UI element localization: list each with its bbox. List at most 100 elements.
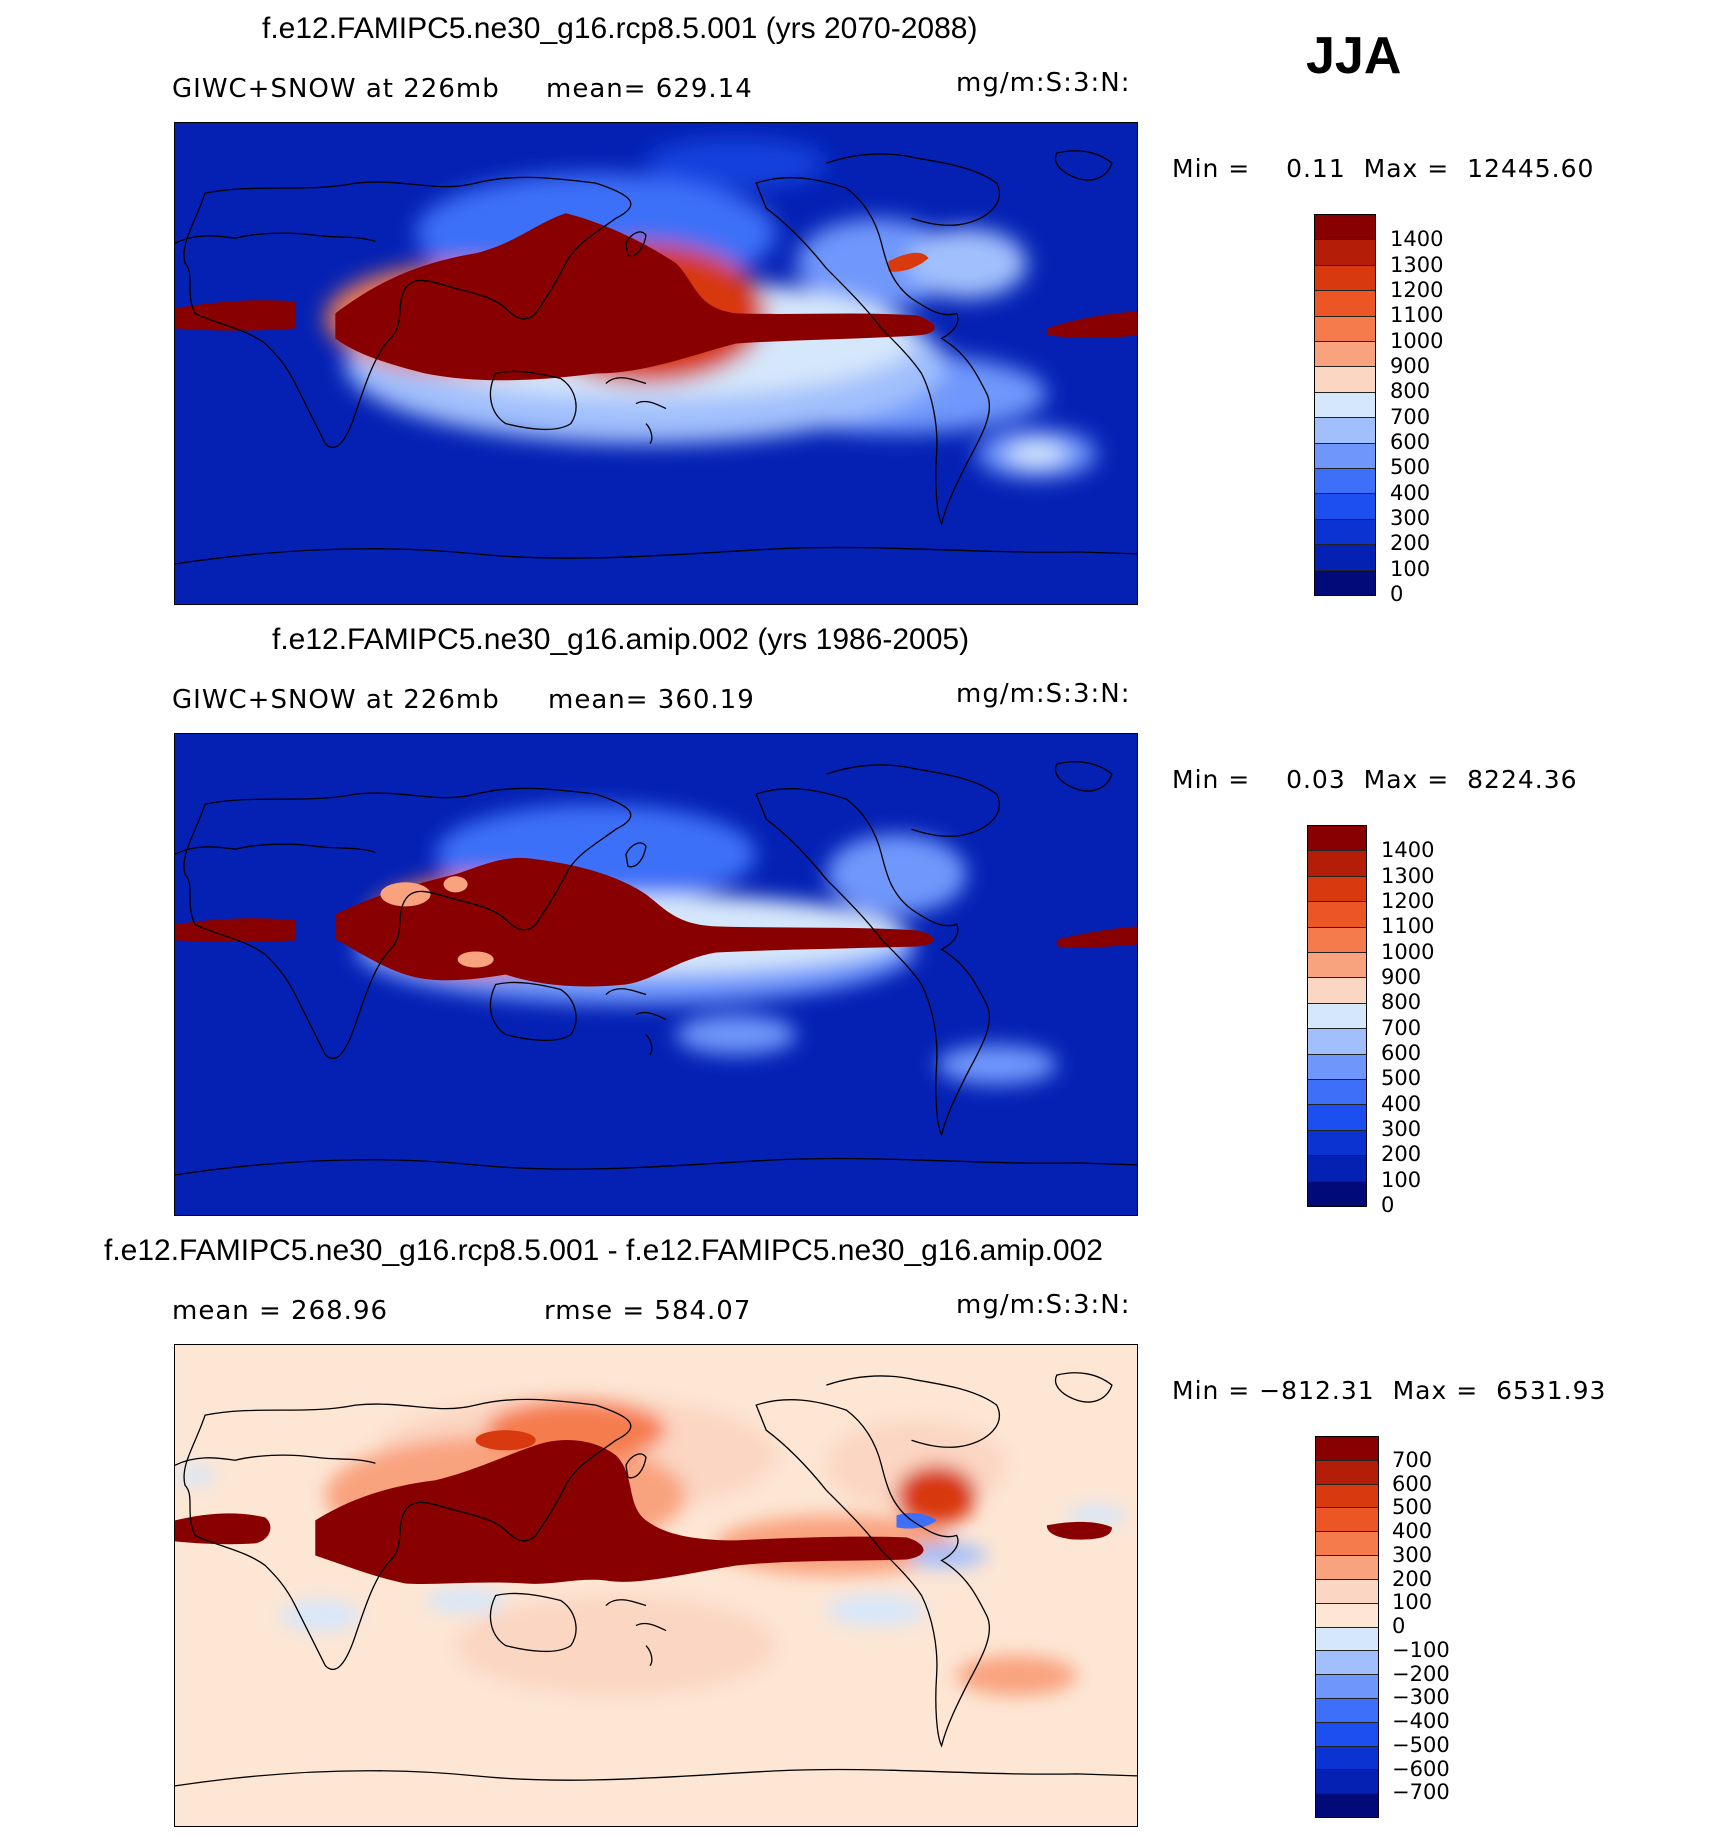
colorbar-swatch xyxy=(1316,1556,1378,1580)
max-label: Max = xyxy=(1392,1376,1479,1405)
colorbar-tick-label: −300 xyxy=(1392,1685,1450,1710)
panel-title: f.e12.FAMIPC5.ne30_g16.amip.002 (yrs 198… xyxy=(272,623,970,656)
colorbar-swatch xyxy=(1308,1080,1366,1106)
min-value: 0.03 xyxy=(1286,765,1346,794)
season-label: JJA xyxy=(1306,27,1402,85)
colorbar-tick-label: 700 xyxy=(1381,1015,1422,1040)
colorbar-tick-label: 100 xyxy=(1390,556,1431,581)
colorbar-swatch xyxy=(1315,469,1375,495)
max-label: Max = xyxy=(1363,765,1450,794)
colorbar-swatch xyxy=(1308,1003,1366,1030)
colorbar-tick-label: 1100 xyxy=(1390,303,1444,328)
colorbar-tick-label: 0 xyxy=(1392,1614,1406,1638)
map-plot xyxy=(174,1344,1138,1827)
colorbar-ticks: 1400 1300 1200 1100 1000 900 800 700 600 500 400 30… xyxy=(1381,825,1461,1217)
colorbar-swatch xyxy=(1308,1181,1366,1207)
colorbar-tick-label: 1400 xyxy=(1390,227,1444,252)
min-max-readout: Min = 0.11 Max = 12445.60 xyxy=(1172,154,1594,183)
colorbar-tick-label: 300 xyxy=(1390,506,1431,530)
colorbar-swatch xyxy=(1315,494,1375,520)
colorbar-tick-label: 0 xyxy=(1381,1193,1395,1217)
colorbar-tick-label: 700 xyxy=(1390,404,1431,429)
min-max-readout: Min = 0.03 Max = 8224.36 xyxy=(1172,765,1578,794)
colorbar-swatch xyxy=(1308,1054,1366,1081)
min-label: Min = xyxy=(1172,154,1251,183)
mean-label: mean= 360.19 xyxy=(548,685,755,715)
colorbar-tick-label: −600 xyxy=(1392,1756,1450,1781)
colorbar-swatch xyxy=(1316,1746,1378,1771)
colorbar-swatch xyxy=(1316,1770,1378,1795)
colorbar-swatch xyxy=(1316,1579,1378,1604)
colorbar-tick-label: 500 xyxy=(1392,1495,1433,1520)
colorbar-swatch xyxy=(1308,978,1366,1004)
colorbar-swatch xyxy=(1315,418,1375,444)
colorbar-swatch xyxy=(1316,1722,1378,1747)
colorbar-tick-label: −200 xyxy=(1392,1661,1450,1686)
colorbar-swatch xyxy=(1316,1603,1378,1628)
colorbar-swatch xyxy=(1308,1156,1366,1182)
colorbar-tick-label: 1100 xyxy=(1381,914,1435,939)
colorbar-swatch xyxy=(1316,1698,1378,1723)
units-label: mg/m:S:3:N: xyxy=(956,679,1131,709)
contour-map xyxy=(175,1345,1137,1826)
colorbar-tick-label: 500 xyxy=(1390,455,1431,480)
colorbar-tick-label: 100 xyxy=(1392,1590,1433,1615)
colorbar-tick-label: 300 xyxy=(1381,1117,1422,1141)
colorbar-swatch xyxy=(1316,1532,1378,1557)
max-label: Max = xyxy=(1363,154,1450,183)
colorbar-swatch xyxy=(1315,545,1375,571)
colorbar-swatch xyxy=(1315,240,1375,266)
colorbar-tick-label: 1400 xyxy=(1381,838,1435,863)
contour-map xyxy=(175,734,1137,1215)
colorbar-tick-label: 200 xyxy=(1390,531,1431,556)
rmse-label: rmse = 584.07 xyxy=(544,1296,752,1326)
colorbar-tick-label: 700 xyxy=(1392,1447,1433,1472)
colorbar-tick-label: 1000 xyxy=(1390,328,1444,353)
colorbar-swatch xyxy=(1316,1437,1378,1461)
colorbar-swatch xyxy=(1308,1105,1366,1131)
panel-title: f.e12.FAMIPC5.ne30_g16.rcp8.5.001 (yrs 2… xyxy=(262,12,978,45)
colorbar-tick-label: 600 xyxy=(1392,1471,1433,1496)
variable-label: GIWC+SNOW at 226mb xyxy=(172,685,500,715)
map-plot xyxy=(174,733,1138,1216)
colorbar-ticks: 1400 1300 1200 1100 1000 900 800 700 600 500 400 30… xyxy=(1390,214,1470,606)
units-label: mg/m:S:3:N: xyxy=(956,1290,1131,1320)
colorbar-tick-label: 800 xyxy=(1381,990,1422,1015)
max-value: 6531.93 xyxy=(1496,1376,1607,1405)
colorbar-tick-label: 200 xyxy=(1392,1566,1433,1591)
colorbar-tick-label: 1300 xyxy=(1390,252,1444,277)
colorbar-tick-label: 400 xyxy=(1381,1091,1422,1116)
colorbar-tick-label: 800 xyxy=(1390,379,1431,404)
colorbar-swatch xyxy=(1308,876,1366,903)
colorbar-tick-label: 200 xyxy=(1381,1142,1422,1167)
colorbar-swatch xyxy=(1308,826,1366,852)
colorbar-swatch xyxy=(1316,1675,1378,1699)
colorbar-swatch xyxy=(1308,851,1366,877)
colorbar-tick-label: 1300 xyxy=(1381,863,1435,888)
colorbar xyxy=(1307,825,1367,1207)
units-label: mg/m:S:3:N: xyxy=(956,68,1131,98)
mean-label: mean = 268.96 xyxy=(172,1296,389,1326)
colorbar-tick-label: 500 xyxy=(1381,1066,1422,1091)
min-label: Min = xyxy=(1172,765,1251,794)
colorbar-swatch xyxy=(1308,1029,1366,1055)
colorbar-swatch xyxy=(1315,215,1375,241)
min-value: −812.31 xyxy=(1259,1376,1375,1405)
coastlines xyxy=(175,1372,1137,1787)
colorbar-swatch xyxy=(1315,265,1375,292)
min-max-readout: Min = −812.31 Max = 6531.93 xyxy=(1172,1376,1606,1405)
colorbar xyxy=(1314,214,1376,596)
colorbar-tick-label: −100 xyxy=(1392,1637,1450,1662)
colorbar-swatch xyxy=(1316,1460,1378,1485)
max-value: 12445.60 xyxy=(1467,154,1595,183)
colorbar-tick-label: 1200 xyxy=(1390,278,1444,302)
colorbar-swatch xyxy=(1315,316,1375,343)
colorbar-swatch xyxy=(1315,570,1375,596)
colorbar-tick-label: 0 xyxy=(1390,582,1404,606)
colorbar-swatch xyxy=(1315,342,1375,368)
coastlines xyxy=(175,761,1137,1176)
colorbar-swatch xyxy=(1316,1627,1378,1652)
colorbar-tick-label: 1200 xyxy=(1381,889,1435,913)
max-value: 8224.36 xyxy=(1467,765,1578,794)
colorbar-tick-label: −500 xyxy=(1392,1732,1450,1757)
